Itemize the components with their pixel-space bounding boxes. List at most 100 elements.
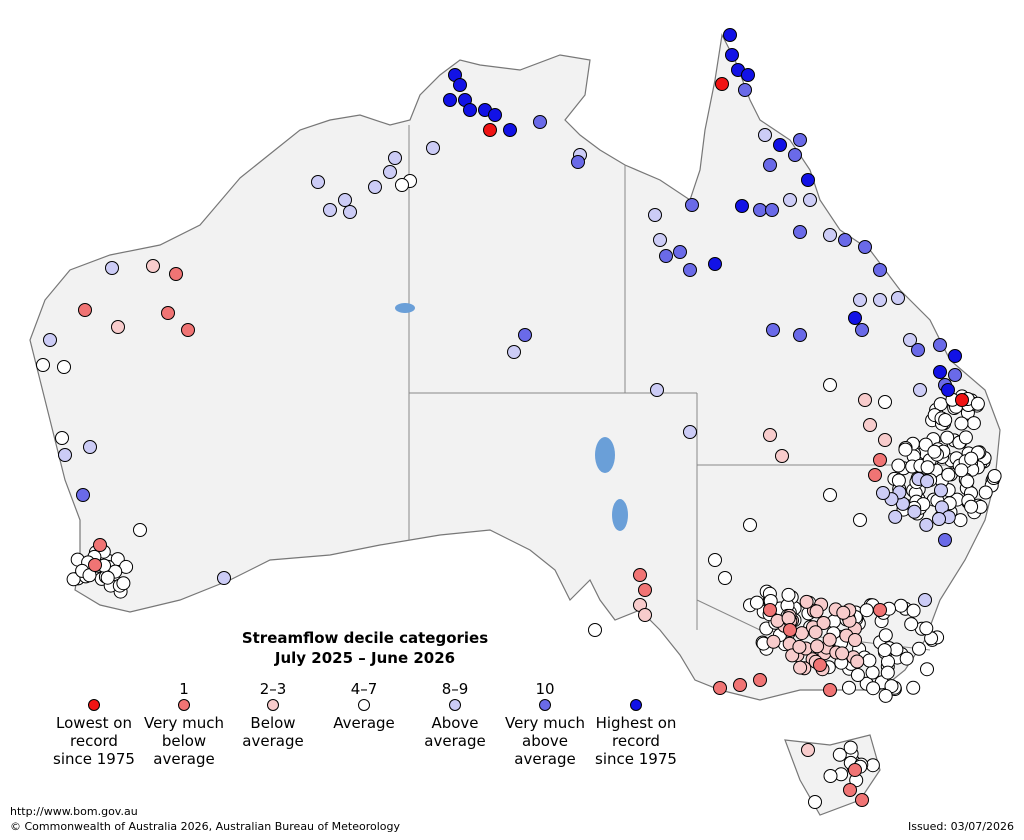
- station-marker: [848, 311, 862, 325]
- station-marker: [873, 453, 887, 467]
- legend-label: since 1975: [595, 750, 677, 768]
- station-marker: [863, 418, 877, 432]
- station-marker: [876, 486, 890, 500]
- station-marker: [571, 155, 585, 169]
- station-marker: [763, 603, 777, 617]
- legend-decile: 2–3: [260, 680, 287, 698]
- station-marker: [775, 449, 789, 463]
- station-marker: [865, 758, 880, 773]
- station-marker: [938, 413, 953, 427]
- station-marker: [799, 594, 814, 609]
- station-marker: [58, 448, 72, 462]
- station-marker: [659, 249, 673, 263]
- legend-label: average: [424, 732, 485, 750]
- station-marker: [146, 259, 160, 273]
- station-marker: [738, 83, 752, 97]
- legend-label: Lowest on: [56, 714, 132, 732]
- station-marker: [765, 203, 779, 217]
- station-marker: [763, 158, 777, 172]
- station-marker: [638, 608, 652, 622]
- station-marker: [743, 518, 757, 532]
- copyright: © Commonwealth of Australia 2026, Austra…: [10, 820, 400, 833]
- station-marker: [873, 263, 887, 277]
- legend-marker: [449, 699, 461, 711]
- station-marker: [169, 267, 183, 281]
- station-marker: [888, 509, 903, 524]
- station-marker: [858, 240, 872, 254]
- station-marker: [426, 141, 440, 155]
- station-marker: [880, 665, 895, 680]
- station-marker: [93, 538, 107, 552]
- legend-label: average: [242, 732, 303, 750]
- station-marker: [832, 747, 847, 762]
- legend-marker: [539, 699, 551, 711]
- legend-label: Below: [250, 714, 295, 732]
- station-marker: [898, 442, 913, 457]
- station-marker: [781, 611, 796, 626]
- station-marker: [842, 680, 856, 695]
- station-marker: [753, 673, 767, 687]
- station-marker: [877, 643, 892, 658]
- station-marker: [920, 662, 934, 677]
- station-marker: [865, 665, 880, 680]
- station-marker: [823, 769, 838, 783]
- station-marker: [878, 688, 893, 703]
- station-marker: [503, 123, 517, 137]
- station-marker: [906, 680, 921, 695]
- issued-date: Issued: 03/07/2026: [908, 820, 1014, 833]
- station-marker: [941, 467, 956, 482]
- station-marker: [920, 474, 935, 489]
- station-marker: [891, 458, 906, 473]
- station-marker: [964, 451, 979, 466]
- source-url: http://www.bom.gov.au: [10, 805, 138, 818]
- land: [29, 33, 1001, 816]
- station-marker: [753, 203, 767, 217]
- station-marker: [934, 483, 948, 498]
- legend-label: record: [612, 732, 660, 750]
- station-marker: [843, 783, 857, 797]
- station-marker: [855, 793, 869, 807]
- station-marker: [741, 68, 755, 82]
- station-marker: [810, 639, 825, 654]
- station-marker: [383, 165, 397, 179]
- station-marker: [966, 416, 981, 431]
- station-marker: [813, 658, 827, 672]
- station-marker: [853, 293, 867, 307]
- station-marker: [323, 203, 337, 217]
- station-marker: [633, 568, 647, 582]
- station-marker: [338, 193, 352, 207]
- station-marker: [749, 595, 764, 610]
- station-marker: [388, 151, 402, 165]
- station-marker: [685, 198, 699, 212]
- station-marker: [954, 416, 969, 431]
- station-marker: [920, 460, 935, 475]
- station-marker: [955, 393, 969, 407]
- station-marker: [894, 598, 908, 613]
- legend-label: Average: [333, 714, 395, 732]
- station-marker: [878, 628, 893, 643]
- station-marker: [958, 430, 973, 445]
- station-marker: [713, 681, 727, 695]
- station-marker: [862, 653, 877, 668]
- station-marker: [463, 103, 477, 117]
- station-marker: [904, 617, 919, 632]
- station-marker: [766, 634, 781, 649]
- station-marker: [823, 228, 837, 242]
- station-marker: [848, 633, 862, 647]
- station-marker: [783, 193, 797, 207]
- station-marker: [111, 320, 125, 334]
- station-marker: [83, 440, 97, 454]
- station-marker: [715, 77, 729, 91]
- station-marker: [801, 743, 815, 757]
- legend-label: Highest on: [596, 714, 677, 732]
- station-marker: [36, 358, 50, 372]
- station-marker: [960, 474, 975, 489]
- station-marker: [793, 660, 808, 675]
- station-marker: [918, 593, 932, 607]
- station-marker: [873, 293, 887, 307]
- station-marker: [868, 468, 882, 482]
- station-marker: [941, 383, 955, 397]
- station-marker: [792, 639, 807, 654]
- station-marker: [873, 603, 887, 617]
- mainland: [29, 33, 1001, 701]
